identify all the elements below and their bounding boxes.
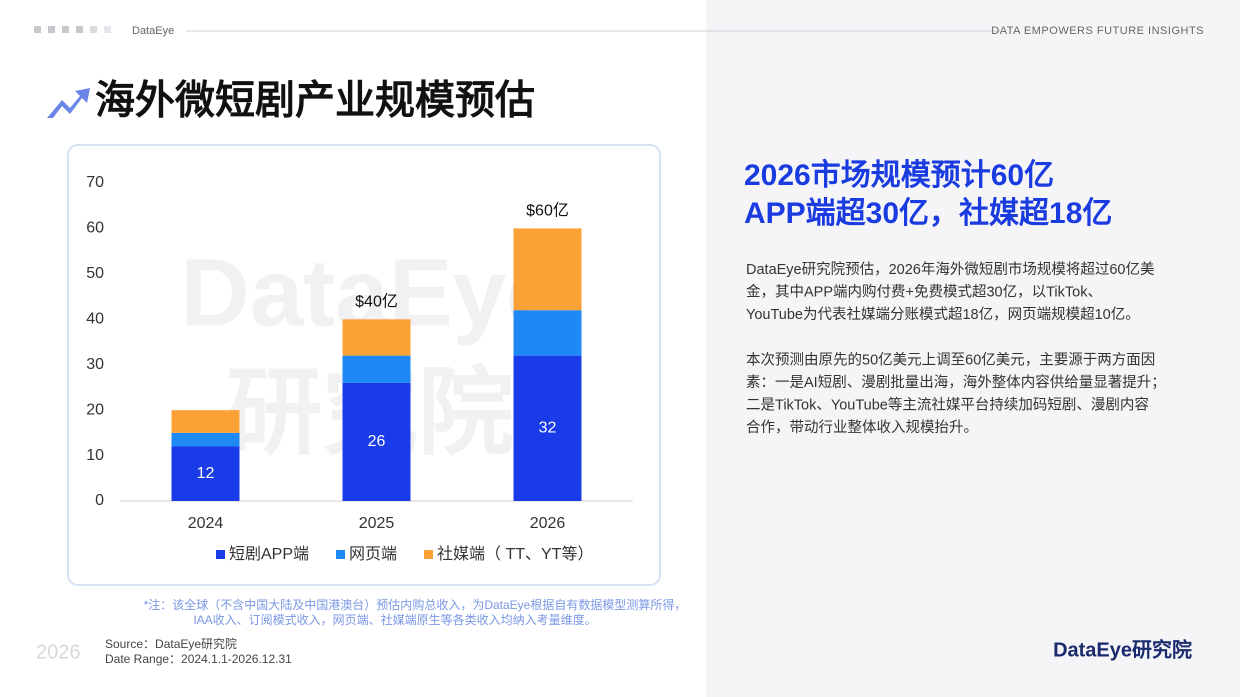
source: Source：DataEye研究院: [105, 636, 237, 651]
x-tick-label: 2025: [359, 515, 395, 532]
paragraph-line: 二是TikTok、YouTube等主流社媒平台持续加码短剧、漫剧内容: [746, 395, 1149, 413]
paragraph-line: 合作，带动行业整体收入规模抬升。: [746, 419, 978, 436]
right-panel: [706, 0, 1240, 697]
bar-segment: [342, 382, 411, 501]
bar-segment: [342, 319, 411, 356]
title-icon: [47, 88, 90, 118]
legend-swatch: [424, 550, 433, 559]
header-brand: DataEye: [132, 25, 174, 37]
bar-segment: [513, 228, 582, 311]
y-tick-label: 60: [86, 220, 104, 237]
paragraph-line: 本次预测由原先的50亿美元上调至60亿美元，主要源于两方面因: [746, 351, 1155, 368]
x-tick-label: 2026: [530, 515, 566, 532]
y-tick-label: 40: [86, 311, 104, 328]
bar-segment: [513, 310, 582, 356]
legend-label: 网页端: [349, 545, 397, 563]
y-tick-label: 70: [86, 174, 104, 191]
year-mark: 2026: [36, 641, 81, 663]
paragraph-line: DataEye研究院预估，2026年海外微短剧市场规模将超过60亿美: [746, 261, 1155, 278]
y-tick-label: 20: [86, 401, 104, 418]
logo: DataEye研究院: [1053, 637, 1192, 661]
note-line: *注：该全球（不含中国大陆及中国港澳台）预估内购总收入，为DataEye根据自有…: [144, 597, 687, 612]
title: 海外微短剧产业规模预估: [95, 79, 535, 123]
legend-label: 社媒端（ TT、YT等）: [437, 545, 593, 563]
legend-swatch: [216, 550, 225, 559]
bar-segment: [171, 410, 240, 433]
y-tick-label: 10: [86, 447, 104, 464]
bar-segment: [342, 355, 411, 383]
bar-segment: [513, 355, 582, 501]
x-tick-label: 2024: [188, 515, 224, 532]
chart: DataEye研究院010203040506070202412202526$40…: [86, 174, 633, 563]
paragraph-line: YouTube为代表社媒端分账模式超18亿，网页端规模超10亿。: [746, 306, 1140, 323]
data-label: 26: [368, 433, 386, 450]
header-squares: [34, 26, 111, 33]
legend-label: 短剧APP端: [229, 545, 309, 563]
legend-swatch: [336, 550, 345, 559]
headline: APP端超30亿，社媒超18亿: [744, 197, 1112, 230]
headline: 2026市场规模预计60亿: [744, 158, 1054, 192]
y-tick-label: 30: [86, 356, 104, 373]
bar-segment: [171, 446, 240, 501]
bar-segment: [171, 432, 240, 447]
date-range: Date Range：2024.1.1-2026.12.31: [105, 652, 292, 666]
total-label: $40亿: [355, 293, 398, 311]
paragraph-line: 金，其中APP端内购付费+免费模式超30亿，以TikTok、: [746, 283, 1102, 300]
body-text: DataEye研究院预估，2026年海外微短剧市场规模将超过60亿美金，其中AP…: [746, 261, 1166, 436]
header-tagline: DATA EMPOWERS FUTURE INSIGHTS: [991, 25, 1204, 37]
data-label: 12: [197, 465, 215, 482]
note-line: IAA收入、订阅模式收入，网页端、社媒端原生等各类收入均纳入考量维度。: [193, 612, 596, 627]
paragraph-line: 素：一是AI短剧、漫剧批量出海，海外整体内容供给量显著提升；: [746, 374, 1166, 391]
total-label: $60亿: [526, 202, 569, 220]
y-tick-label: 0: [95, 492, 104, 509]
y-tick-label: 50: [86, 265, 104, 282]
data-label: 32: [539, 420, 557, 437]
